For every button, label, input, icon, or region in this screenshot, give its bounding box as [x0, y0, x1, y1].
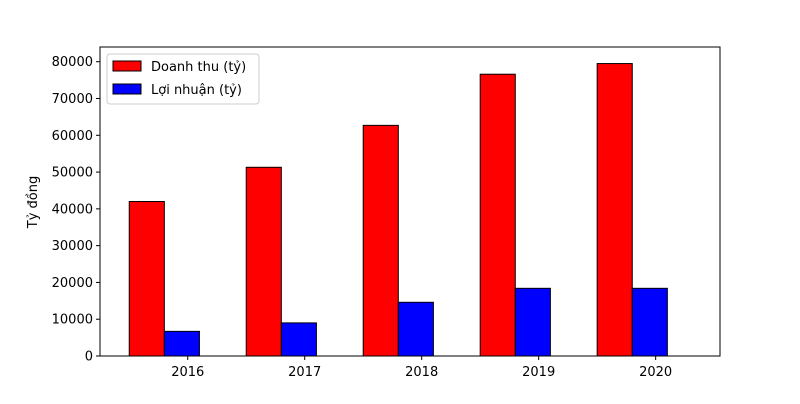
legend-box — [106, 53, 260, 105]
y-tick-label: 40000 — [52, 202, 93, 217]
x-axis: 2016 2017 2018 2019 2020 — [171, 356, 672, 380]
bar-loi-nhuan-2019 — [514, 287, 551, 357]
legend-label-doanh-thu: Doanh thu (tỷ) — [151, 60, 246, 75]
bar-doanh-thu-2018 — [362, 124, 399, 357]
y-tick-label: 20000 — [52, 276, 93, 291]
x-tick-label-2017: 2017 — [288, 365, 321, 380]
legend-label-loi-nhuan: Lợi nhuận (tỷ) — [151, 83, 242, 98]
y-tick-label: 10000 — [52, 313, 93, 328]
x-tick-label-2019: 2019 — [522, 365, 555, 380]
x-tick-label-2020: 2020 — [639, 365, 672, 380]
y-axis: 0 10000 20000 30000 40000 50000 60000 70000 8000… — [52, 55, 100, 365]
bar-doanh-thu-2019 — [479, 73, 516, 357]
bar-loi-nhuan-2017 — [280, 322, 317, 357]
y-tick-label: 60000 — [52, 129, 93, 144]
x-tick-label-2018: 2018 — [405, 365, 438, 380]
y-tick-label: 0 — [85, 350, 93, 365]
x-tick-label-2016: 2016 — [171, 365, 204, 380]
bar-doanh-thu-2017 — [245, 166, 282, 357]
bar-doanh-thu-2016 — [128, 201, 165, 357]
legend-swatch-doanh-thu — [112, 60, 142, 72]
y-tick-label: 70000 — [52, 92, 93, 107]
bar-loi-nhuan-2020 — [631, 287, 668, 357]
bar-loi-nhuan-2016 — [163, 330, 200, 357]
y-tick-label: 50000 — [52, 166, 93, 181]
bar-doanh-thu-2020 — [596, 63, 633, 357]
y-axis-label: Tỷ đồng — [26, 176, 41, 229]
y-tick-label: 80000 — [52, 55, 93, 70]
plot-frame — [99, 46, 721, 357]
bars-layer — [128, 63, 668, 357]
bar-loi-nhuan-2018 — [397, 301, 434, 357]
legend-swatch-loi-nhuan — [112, 83, 142, 95]
legend: Doanh thu (tỷ) Lợi nhuận (tỷ) — [106, 53, 260, 105]
y-tick-label: 30000 — [52, 239, 93, 254]
